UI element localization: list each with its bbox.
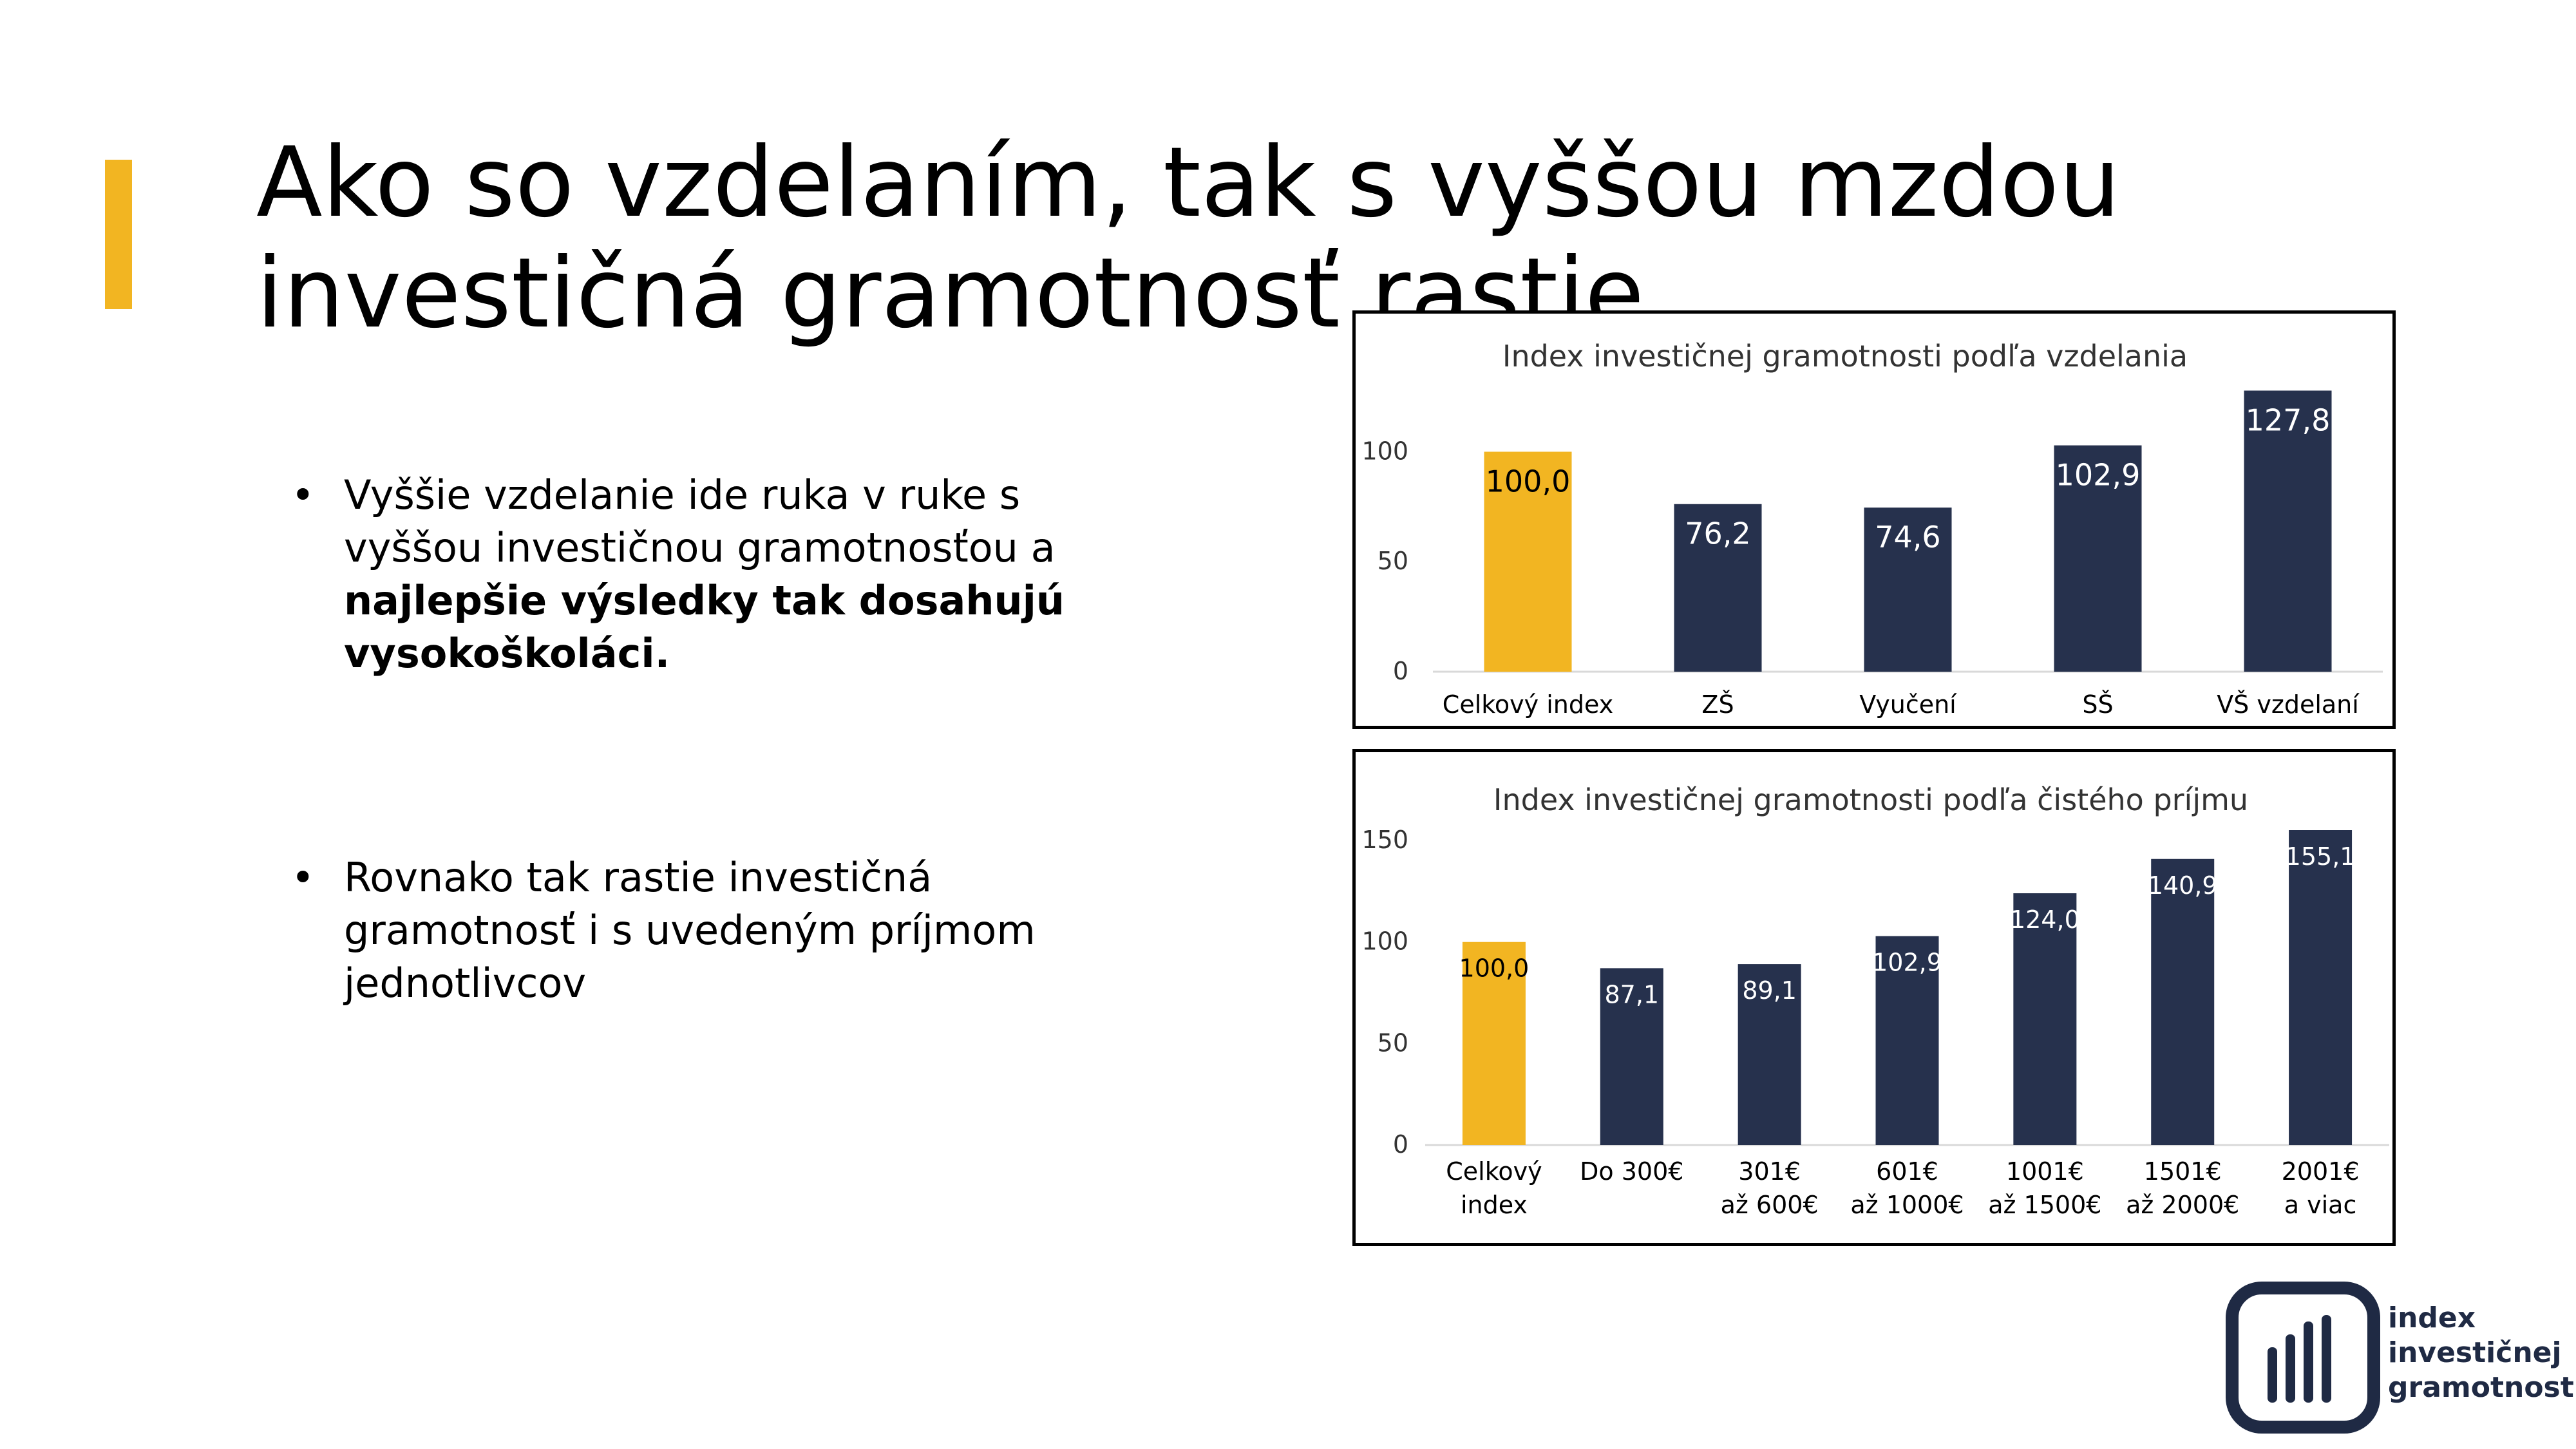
- title-accent-bar: [105, 160, 132, 309]
- data-label-1: 76,2: [1685, 516, 1750, 551]
- bullet-education-bold: najlepšie výsledky tak dosahujú vysokošk…: [344, 577, 1065, 677]
- y-tick-label: 50: [1378, 1028, 1408, 1057]
- bar-0: [1462, 942, 1526, 1145]
- category-label-1: ZŠ: [1701, 690, 1734, 719]
- category-label-0: Celkový index: [1443, 690, 1613, 719]
- category-label-3: SŠ: [2082, 690, 2113, 719]
- bar-2: [1738, 964, 1801, 1145]
- bar-3: [1875, 936, 1939, 1145]
- data-label-1: 87,1: [1604, 980, 1659, 1009]
- bar-3: [2054, 445, 2142, 672]
- category-label-2-0: 301€: [1738, 1157, 1801, 1186]
- bar-4: [2244, 390, 2332, 672]
- income-chart: Index investičnej gramotnosti podľa čist…: [1361, 782, 2389, 1219]
- data-label-4: 127,8: [2246, 403, 2331, 438]
- logo-wordmark: index investičnej gramotnosti: [2388, 1301, 2576, 1405]
- education-chart: Index investičnej gramotnosti podľa vzde…: [1361, 339, 2383, 719]
- chart-title: Index investičnej gramotnosti podľa vzde…: [1502, 339, 2188, 374]
- data-label-2: 89,1: [1742, 976, 1797, 1005]
- data-label-3: 102,9: [1872, 949, 1942, 977]
- category-label-4: VŠ vzdelaní: [2217, 690, 2360, 719]
- income-chart-panel: Index investičnej gramotnosti podľa čist…: [1352, 749, 2396, 1246]
- education-chart-panel: Index investičnej gramotnosti podľa vzde…: [1352, 310, 2396, 729]
- category-label-5-1: až 2000€: [2126, 1191, 2239, 1219]
- category-label-4-1: až 1500€: [1988, 1191, 2101, 1219]
- category-label-2: Vyučení: [1859, 690, 1957, 719]
- data-label-0: 100,0: [1459, 954, 1530, 983]
- bullet-income-text: Rovnako tak rastie investičná gramotnosť…: [344, 854, 1036, 1007]
- y-tick-label: 150: [1361, 826, 1408, 854]
- category-label-1-0: Do 300€: [1580, 1157, 1683, 1186]
- bar-6: [2289, 830, 2353, 1145]
- data-label-5: 140,9: [2148, 871, 2218, 900]
- bar-1: [1674, 504, 1762, 672]
- brand-logo: [2226, 1280, 2561, 1435]
- bar-0: [1484, 451, 1572, 672]
- category-label-0-0: Celkový: [1446, 1157, 1542, 1186]
- category-label-3-0: 601€: [1876, 1157, 1938, 1186]
- category-label-2-1: až 600€: [1721, 1191, 1819, 1219]
- y-tick-label: 0: [1393, 1130, 1408, 1159]
- y-tick-label: 50: [1378, 547, 1408, 575]
- chart-title: Index investičnej gramotnosti podľa čist…: [1493, 782, 2248, 817]
- bullet-list: Vyššie vzdelanie ide ruka v ruke s vyššo…: [291, 469, 1090, 1010]
- data-label-4: 124,0: [2010, 905, 2080, 934]
- data-label-2: 74,6: [1875, 520, 1940, 554]
- data-label-3: 102,9: [2056, 458, 2141, 493]
- category-label-3-1: až 1000€: [1850, 1191, 1964, 1219]
- data-label-0: 100,0: [1486, 464, 1571, 498]
- bullet-education-text: Vyššie vzdelanie ide ruka v ruke s vyššo…: [344, 471, 1056, 571]
- logo-line-3: gramotnosti: [2388, 1371, 2576, 1404]
- logo-line-1: index: [2388, 1302, 2476, 1334]
- bar-5: [2151, 858, 2215, 1145]
- category-label-4-0: 1001€: [2006, 1157, 2084, 1186]
- logo-line-2: investičnej: [2388, 1336, 2562, 1369]
- bullet-income: Rovnako tak rastie investičná gramotnosť…: [291, 851, 1090, 1010]
- y-tick-label: 100: [1361, 437, 1408, 465]
- category-label-6-1: a viac: [2284, 1191, 2357, 1219]
- bar-4: [2013, 893, 2077, 1145]
- bar-1: [1600, 968, 1663, 1145]
- y-tick-label: 0: [1393, 657, 1408, 685]
- bullet-education: Vyššie vzdelanie ide ruka v ruke s vyššo…: [291, 469, 1090, 680]
- y-tick-label: 100: [1361, 927, 1408, 956]
- bar-2: [1864, 507, 1952, 672]
- category-label-0-1: index: [1461, 1191, 1528, 1219]
- data-label-6: 155,1: [2286, 842, 2356, 871]
- bar-chart-logo-icon: [2226, 1282, 2380, 1434]
- slide-title: Ako so vzdelaním, tak s vyššou mzdou inv…: [256, 127, 2121, 350]
- category-label-6-0: 2001€: [2282, 1157, 2360, 1186]
- category-label-5-0: 1501€: [2144, 1157, 2222, 1186]
